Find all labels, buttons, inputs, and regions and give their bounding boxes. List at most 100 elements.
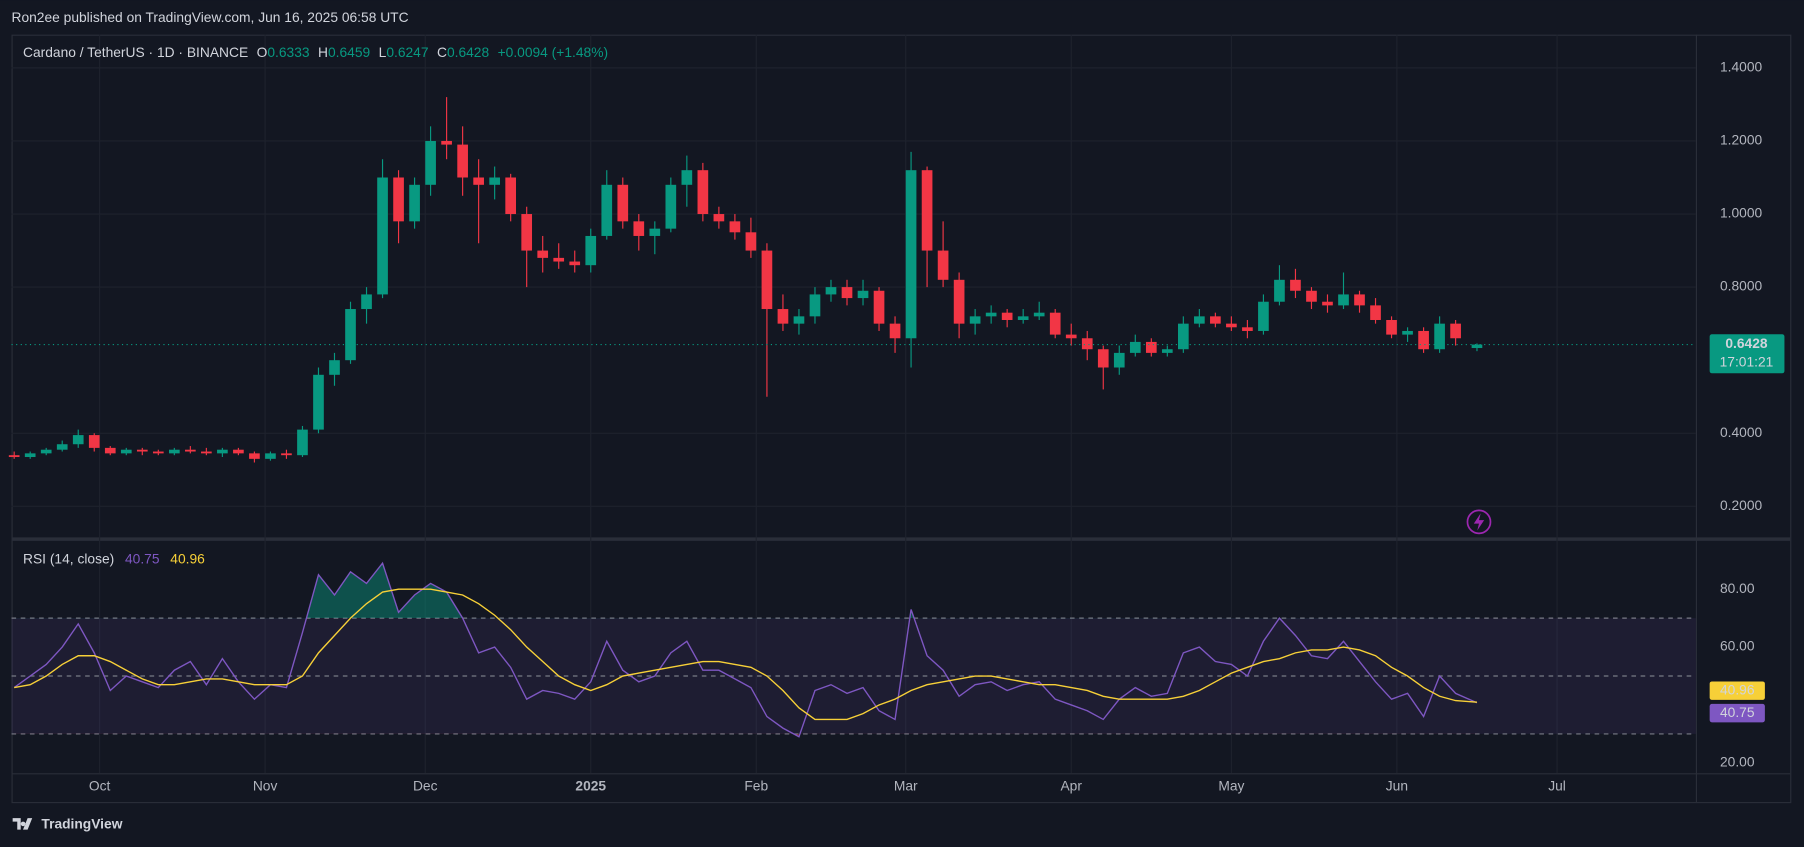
candle-body bbox=[1145, 341, 1157, 353]
y-tick-label: 0.8000 bbox=[1720, 279, 1763, 294]
candle-body bbox=[409, 184, 420, 222]
candle-body bbox=[265, 453, 276, 459]
candle-body bbox=[1001, 312, 1013, 320]
candle-body bbox=[361, 294, 372, 310]
candle-body bbox=[1402, 330, 1413, 335]
candle-body bbox=[1113, 352, 1125, 368]
candle-body bbox=[281, 453, 292, 456]
rsi-value: 40.75 bbox=[125, 551, 160, 566]
rsi-value-box bbox=[1709, 681, 1765, 700]
candle-body bbox=[569, 261, 581, 266]
candle-body bbox=[345, 309, 356, 361]
alert-icon[interactable] bbox=[1466, 509, 1492, 535]
candle-body bbox=[313, 374, 324, 430]
candle-body bbox=[473, 177, 484, 185]
candle-body bbox=[681, 170, 693, 185]
y-tick-label: 0.2000 bbox=[1720, 498, 1763, 513]
rsi-tick-label: 60.00 bbox=[1720, 639, 1755, 654]
candle-body bbox=[1386, 319, 1397, 335]
rsi-line bbox=[13, 561, 1478, 738]
candle-body bbox=[441, 140, 452, 145]
plot bbox=[8, 97, 1696, 738]
y-tick-label: 1.4000 bbox=[1720, 60, 1763, 75]
symbol-legend: Cardano / TetherUS · 1D · BINANCE O0.633… bbox=[23, 45, 608, 60]
candle-body bbox=[857, 290, 869, 299]
candle-body bbox=[969, 316, 981, 324]
candle-body bbox=[1097, 349, 1109, 368]
candle-body bbox=[633, 221, 645, 236]
candle-body bbox=[489, 177, 500, 185]
rsi-line bbox=[14, 588, 1478, 721]
candle-body bbox=[665, 184, 677, 229]
countdown-label: 17:01:21 bbox=[1720, 355, 1774, 370]
candle-body bbox=[201, 451, 212, 454]
candle-body bbox=[72, 435, 84, 445]
candle-body bbox=[617, 184, 629, 222]
alert-circle[interactable] bbox=[1466, 509, 1492, 535]
candle-body bbox=[873, 290, 885, 324]
candle-body bbox=[1354, 294, 1365, 306]
candle-body bbox=[505, 177, 517, 215]
candle-body bbox=[1178, 323, 1189, 350]
candle-body bbox=[136, 449, 148, 452]
candle-body bbox=[697, 170, 709, 215]
candle-body bbox=[1322, 301, 1333, 306]
candle-body bbox=[553, 257, 565, 262]
last-price-label: 0.6428 bbox=[1725, 336, 1768, 351]
candle-body bbox=[88, 435, 100, 448]
x-tick-label: Dec bbox=[413, 779, 438, 794]
candle-body bbox=[713, 214, 725, 222]
overbought-fill bbox=[306, 563, 915, 619]
x-tick-label: May bbox=[1218, 779, 1244, 794]
close-value: 0.6428 bbox=[447, 45, 490, 60]
candle-body bbox=[1210, 316, 1221, 324]
high-label: H bbox=[318, 45, 328, 60]
rsi-value-box bbox=[1709, 703, 1765, 723]
x-tick-label: Nov bbox=[253, 779, 278, 794]
x-tick-label: Jul bbox=[1548, 779, 1566, 794]
y-tick-label: 1.0000 bbox=[1720, 206, 1763, 221]
candle-body bbox=[1194, 316, 1205, 324]
symbol-title: Cardano / TetherUS · 1D · BINANCE bbox=[23, 45, 248, 60]
candle-body bbox=[329, 360, 340, 375]
footer-logo: TradingView bbox=[12, 817, 123, 832]
candle-body bbox=[297, 429, 308, 456]
candle-body bbox=[841, 287, 853, 299]
candle-body bbox=[585, 235, 597, 266]
x-tick-label: 2025 bbox=[575, 779, 606, 794]
change: +0.0094 (+1.48%) bbox=[498, 45, 608, 60]
y-tick-label: 1.2000 bbox=[1720, 133, 1763, 148]
rsi-value-label: 40.96 bbox=[1720, 682, 1755, 697]
candle-body bbox=[457, 144, 468, 178]
candle-body bbox=[1258, 301, 1269, 331]
high-value: 0.6459 bbox=[328, 45, 371, 60]
candle-body bbox=[1370, 305, 1381, 320]
candle-body bbox=[1161, 349, 1173, 353]
candle-body bbox=[825, 287, 837, 295]
candle-body bbox=[809, 294, 821, 317]
rsi-legend: RSI (14, close) 40.75 40.96 bbox=[23, 551, 205, 566]
candle-body bbox=[56, 444, 68, 450]
candle-body bbox=[1306, 290, 1317, 302]
rsi-tick-label: 20.00 bbox=[1720, 754, 1755, 769]
alert-bolt[interactable] bbox=[1473, 513, 1485, 531]
candle-body bbox=[1450, 323, 1461, 339]
rsi-value-label: 40.75 bbox=[1720, 705, 1755, 720]
candle-body bbox=[1242, 327, 1253, 331]
candle-body bbox=[104, 447, 116, 454]
candle-body bbox=[8, 455, 20, 458]
candle-body bbox=[233, 449, 244, 454]
candle-body bbox=[1274, 279, 1285, 302]
candle-body bbox=[921, 170, 933, 251]
rsi-tick-label: 80.00 bbox=[1720, 581, 1755, 596]
candle-body bbox=[120, 449, 132, 454]
candle-body bbox=[1081, 338, 1093, 350]
candle-body bbox=[24, 453, 36, 458]
candle-body bbox=[649, 228, 661, 236]
candle-body bbox=[761, 250, 773, 310]
candle-body bbox=[1065, 334, 1077, 339]
candle-body bbox=[1338, 294, 1349, 306]
candle-body bbox=[1129, 341, 1141, 353]
x-tick-label: Oct bbox=[89, 779, 111, 794]
